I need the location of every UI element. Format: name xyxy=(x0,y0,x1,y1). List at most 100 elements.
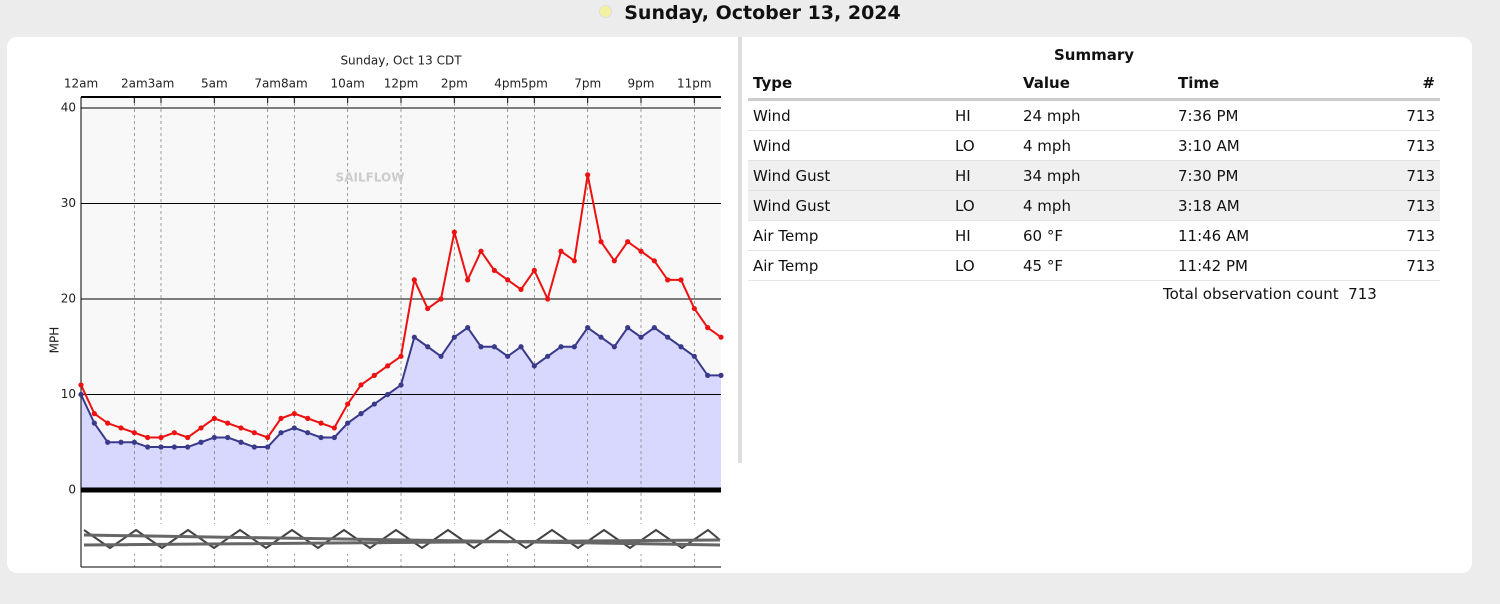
data-point xyxy=(625,325,631,331)
cell-level: LO xyxy=(950,250,1018,281)
cell-level: HI xyxy=(950,220,1018,251)
data-point xyxy=(438,296,444,302)
data-point xyxy=(611,344,617,350)
data-point xyxy=(265,434,271,441)
data-point xyxy=(305,430,311,436)
data-point xyxy=(571,344,577,350)
data-point xyxy=(78,391,84,398)
summary-row: Wind Gust HI 34 mph 7:30 PM 713 xyxy=(748,160,1440,191)
data-point xyxy=(665,277,671,283)
summary-row: Wind Gust LO 4 mph 3:18 AM 713 xyxy=(748,190,1440,221)
data-point xyxy=(358,382,364,388)
y-tick-label: 20 xyxy=(61,292,76,306)
data-point xyxy=(371,372,377,378)
data-point xyxy=(171,444,177,450)
total-value: 713 xyxy=(1348,285,1377,303)
column-header: Type xyxy=(748,68,950,101)
x-tick-label: 9pm xyxy=(628,77,655,91)
column-header: Time xyxy=(1173,68,1354,101)
cell-level: LO xyxy=(950,190,1018,221)
data-point xyxy=(718,372,724,378)
data-point xyxy=(531,267,537,273)
header-row: Type Value Time # xyxy=(748,68,1440,101)
cell-level: HI xyxy=(950,99,1018,131)
data-point xyxy=(91,420,97,426)
data-point xyxy=(251,430,257,436)
page-title: Sunday, October 13, 2024 xyxy=(624,2,901,24)
total: Total observation count 713 xyxy=(748,285,1440,303)
data-point xyxy=(238,425,244,431)
data-point xyxy=(465,277,471,283)
data-point xyxy=(105,420,111,426)
data-point xyxy=(545,353,551,359)
data-point xyxy=(518,286,524,293)
data-point xyxy=(398,382,404,388)
data-point xyxy=(131,439,137,445)
cell-count: 713 xyxy=(1353,250,1440,281)
data-point xyxy=(345,401,351,407)
data-point xyxy=(171,430,177,436)
data-point xyxy=(545,296,551,302)
data-point xyxy=(651,325,657,331)
data-point xyxy=(425,344,431,350)
data-point xyxy=(331,425,337,431)
data-point xyxy=(651,258,657,264)
data-point xyxy=(638,248,644,254)
data-point xyxy=(358,411,364,417)
data-point xyxy=(451,334,457,340)
x-tick-label: 5pm xyxy=(521,77,548,91)
data-point xyxy=(185,444,191,450)
data-point xyxy=(118,439,124,445)
direction-band xyxy=(81,524,721,554)
cell-value: 4 mph xyxy=(1018,190,1173,221)
cell-count: 713 xyxy=(1353,99,1440,131)
area xyxy=(81,327,721,490)
cell-level: HI xyxy=(950,160,1018,191)
summary-title: Summary xyxy=(1053,46,1135,64)
data-point xyxy=(305,415,311,421)
x-tick-label: 2am xyxy=(121,77,148,91)
data-point xyxy=(611,258,617,264)
y-tick-label: 40 xyxy=(61,101,76,115)
cell-time: 7:36 PM xyxy=(1173,99,1354,131)
data-point xyxy=(705,372,711,378)
x-tick-label: 7am xyxy=(254,77,281,91)
data-point xyxy=(185,434,191,441)
data-point xyxy=(411,277,417,283)
data-point xyxy=(678,344,684,350)
data-point xyxy=(691,353,697,359)
cell-time: 3:18 AM xyxy=(1173,190,1354,221)
data-point xyxy=(91,411,97,417)
cell-type: Wind xyxy=(748,130,950,161)
data-point xyxy=(491,344,497,350)
x-tick-label: 4pm xyxy=(494,77,521,91)
data-point xyxy=(425,305,431,312)
data-point xyxy=(265,444,271,450)
x-tick-label: 12pm xyxy=(384,77,419,91)
data-point xyxy=(478,248,484,254)
cell-value: 24 mph xyxy=(1018,99,1173,131)
cell-value: 60 °F xyxy=(1018,220,1173,251)
data-point xyxy=(465,325,471,331)
cell-count: 713 xyxy=(1353,130,1440,161)
data-point xyxy=(291,411,297,417)
cell-type: Air Temp xyxy=(748,220,950,251)
x-tick-label: 5am xyxy=(201,77,228,91)
data-point xyxy=(158,434,164,441)
data-point xyxy=(371,401,377,407)
data-point xyxy=(291,425,297,431)
watermark: SAILFLOW xyxy=(336,171,405,185)
data-point xyxy=(558,248,564,254)
cell-type: Air Temp xyxy=(748,250,950,281)
y-tick-label: 0 xyxy=(68,483,76,497)
data-point xyxy=(385,363,391,369)
summary-row: Air Temp HI 60 °F 11:46 AM 713 xyxy=(748,220,1440,251)
data-point xyxy=(225,420,231,426)
data-point xyxy=(505,353,511,359)
data-point xyxy=(345,420,351,426)
data-point xyxy=(145,434,151,441)
cell-count: 713 xyxy=(1353,220,1440,251)
cell-type: Wind xyxy=(748,99,950,131)
cell-type: Wind Gust xyxy=(748,160,950,191)
